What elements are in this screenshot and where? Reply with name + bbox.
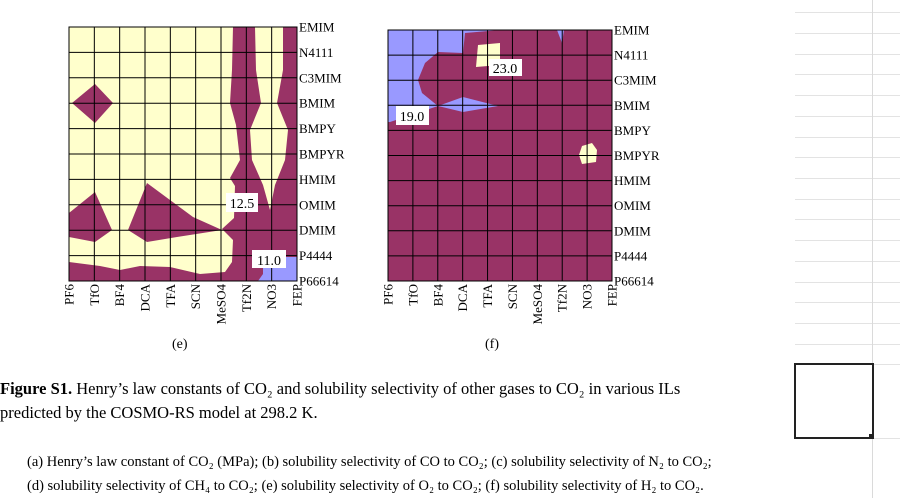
x-tick-label: SCN [505,283,520,309]
figure-caption-label: Figure S1. [0,379,73,398]
contour-label-box [226,193,258,212]
x-tick-label: TfO [405,284,420,306]
spreadsheet-row-line [795,302,900,304]
x-tick-label: Tf2N [555,283,570,312]
x-tick-label: TFA [163,283,178,307]
y-tick-label: BMPY [614,123,651,138]
panel-label-f: (f) [485,337,499,352]
region-mid [128,183,222,242]
y-tick-label: P66614 [299,274,339,289]
region-high [579,143,597,164]
region-low [388,30,500,122]
x-tick-label: Tf2N [239,283,254,312]
spreadsheet-column-line [872,0,873,498]
contour-chart-f: PF6 TfO BF4 DCA TFA SCN MeSO4 Tf2N NO3 FEP EMIM N41… [381,23,660,325]
figure-caption-line2: predicted by the COSMO-RS model at 298.2… [0,403,318,422]
y-tick-label: EMIM [299,20,335,35]
x-tick-label: DCA [138,283,153,311]
y-tick-label: OMIM [299,197,336,212]
y-tick-label: BMPYR [614,148,660,163]
y-tick-label: P4444 [614,248,648,263]
y-tick-label: BMPY [299,121,336,136]
spreadsheet-row-line [795,12,900,14]
y-tick-label: C3MIM [299,70,342,85]
x-tick-label: SCN [188,283,203,309]
spreadsheet-row-line [795,260,900,262]
y-tick-label: BMIM [614,98,651,113]
spreadsheet-row-line [795,177,900,179]
x-tick-label: TfO [87,284,102,306]
x-tick-label: PF6 [62,284,77,305]
figure-caption-text: Henry’s law constants of CO₂ and solubil… [72,379,681,398]
x-tick-label: NO3 [580,284,595,309]
spreadsheet-row-line [795,198,900,200]
y-tick-label: BMIM [299,96,336,111]
spreadsheet-row-line [795,136,900,138]
spreadsheet-row-line [795,281,900,283]
y-tick-label: N4111 [614,48,648,63]
x-tick-label: DCA [455,283,470,311]
y-tick-label: P66614 [614,274,654,289]
contour-label-box [252,250,286,268]
plot-border [387,29,613,282]
y-tick-label: EMIM [614,23,650,38]
y-tick-label: HMIM [299,172,336,187]
contour-label: 23.0 [493,62,518,77]
plot-border [68,26,298,282]
spreadsheet-row-line [795,240,900,242]
y-tick-label: OMIM [614,198,651,213]
contour-label-box [489,59,522,76]
fill-handle[interactable] [869,434,874,439]
y-tick-label: BMPYR [299,147,345,162]
x-tick-label: BF4 [112,284,127,307]
subcaption-line1: (a) Henry’s law constant of CO₂ (MPa); (… [27,454,712,470]
figure-caption-line1: Figure S1. Henry’s law constants of CO₂ … [0,379,680,399]
spreadsheet-row-line [795,157,900,159]
region-high [69,27,240,274]
x-tick-label: PF6 [381,284,396,305]
x-tick-label: FEP [290,284,305,306]
y-tick-label: P4444 [299,248,333,263]
x-tick-label: MeSO4 [530,284,545,325]
y-tick-label: N4111 [299,45,333,60]
spreadsheet-row-line [795,74,900,76]
x-tick-label: BF4 [430,284,445,307]
spreadsheet-row-line [795,53,900,55]
contour-chart-e: PF6 TfO BF4 DCA TFA SCN MeSO4 Tf2N NO3 FEP EMIM N41… [62,20,345,325]
y-tick-label: DMIM [299,223,336,238]
contour-label: 11.0 [257,254,281,269]
spreadsheet-row-line [795,343,900,345]
x-tick-label: TFA [480,283,495,307]
x-tick-label: MeSO4 [214,284,229,325]
panel-label-e: (e) [172,337,188,352]
contour-label: 19.0 [400,110,425,125]
spreadsheet-row-line [795,95,900,97]
region-high [250,27,288,210]
spreadsheet-row-line [795,322,900,324]
subcaption-line2: (d) solubility selectivity of CH₄ to CO₂… [27,478,704,494]
y-tick-label: DMIM [614,223,651,238]
spreadsheet-row-line [795,33,900,34]
contour-label-box [396,106,429,125]
x-tick-label: FEP [605,284,620,306]
figure-panels: PF6 TfO BF4 DCA TFA SCN MeSO4 Tf2N NO3 FEP EMIM N41… [62,20,660,325]
y-tick-label: C3MIM [614,73,657,88]
contour-label: 12.5 [230,197,255,212]
y-tick-label: HMIM [614,173,651,188]
spreadsheet-row-line [795,219,900,221]
spreadsheet-row-line [795,115,900,117]
selected-cell[interactable] [794,363,874,439]
x-tick-label: NO3 [264,284,279,309]
